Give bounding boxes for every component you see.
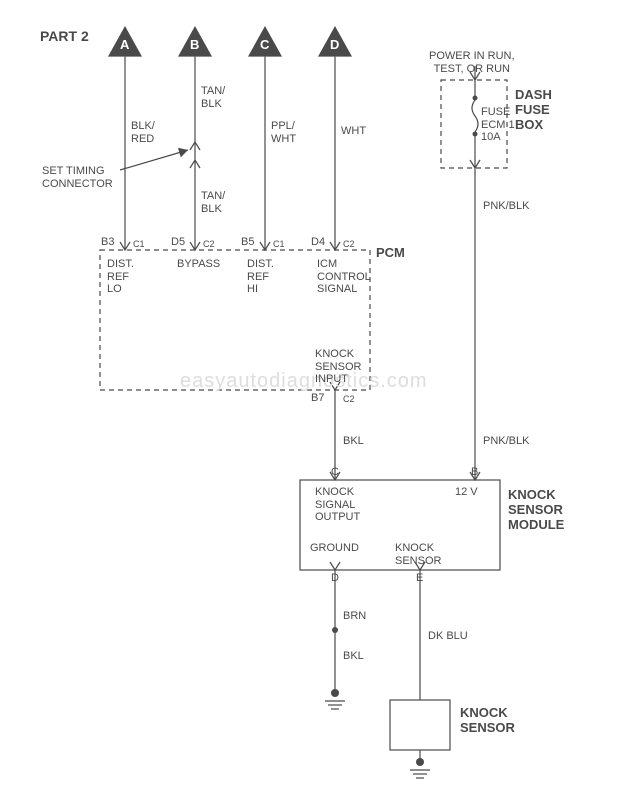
- pcm-pin-sub: C2: [343, 239, 355, 249]
- ksm-pin-name: 12 V: [455, 486, 478, 499]
- wire-label: BRN: [343, 610, 366, 623]
- pcm-pin-name: ICM CONTROL SIGNAL: [317, 258, 371, 296]
- fuse-box-name: DASH FUSE BOX: [515, 88, 552, 133]
- ksm-name: KNOCK SENSOR MODULE: [508, 488, 564, 533]
- pcm-name: PCM: [376, 246, 405, 261]
- pcm-pin-sub: C2: [343, 394, 355, 404]
- triangle-node-c: C: [260, 38, 269, 53]
- wire-label: BLK/ RED: [131, 120, 155, 145]
- pnk-top-label: PNK/BLK: [483, 200, 529, 213]
- pcm-pin-sub: C2: [203, 239, 215, 249]
- fuse-fuse-text: FUSE ECM 1 10A: [481, 106, 515, 144]
- pcm-pin-name: BYPASS: [177, 258, 220, 271]
- ksm-pin-id: D: [331, 572, 339, 585]
- set-timing-label: SET TIMING CONNECTOR: [42, 165, 113, 190]
- ksm-pin-id: E: [416, 572, 423, 585]
- wire-label: BKL: [343, 650, 364, 663]
- triangle-node-b: B: [190, 38, 199, 53]
- knock-sensor-name: KNOCK SENSOR: [460, 706, 515, 736]
- pnk-bot-label: PNK/BLK: [483, 435, 529, 448]
- pcm-pin-sub: C1: [273, 239, 285, 249]
- pcm-pin-id: D5: [171, 236, 185, 249]
- ksm-pin-id: B: [471, 466, 478, 479]
- fuse-top-text: POWER IN RUN, TEST, OR RUN: [429, 50, 515, 75]
- triangle-node-a: A: [120, 38, 129, 53]
- ksm-pin-name: KNOCK SIGNAL OUTPUT: [315, 486, 360, 524]
- pcm-pin-name: KNOCK SENSOR INPUT: [315, 348, 361, 386]
- ksm-pin-name: KNOCK SENSOR: [395, 542, 441, 567]
- pcm-pin-id: D4: [311, 236, 325, 249]
- wire-label: TAN/ BLK: [201, 190, 225, 215]
- pcm-pin-name: DIST. REF LO: [107, 258, 134, 296]
- ks-wire-label: DK BLU: [428, 630, 468, 643]
- pcm-pin-name: DIST. REF HI: [247, 258, 274, 296]
- pcm-pin-id: B7: [311, 392, 324, 405]
- wire-label: WHT: [341, 125, 366, 138]
- triangle-node-d: D: [330, 38, 339, 53]
- bkl-label: BKL: [343, 435, 364, 448]
- watermark: easyautodiagnostics.com: [180, 370, 428, 393]
- ksm-pin-name: GROUND: [310, 542, 359, 555]
- pcm-pin-id: B5: [241, 236, 254, 249]
- pcm-pin-id: B3: [101, 236, 114, 249]
- part-title: PART 2: [40, 28, 89, 44]
- wire-label: PPL/ WHT: [271, 120, 296, 145]
- pcm-pin-sub: C1: [133, 239, 145, 249]
- ksm-pin-id: C: [331, 466, 339, 479]
- wire-label: TAN/ BLK: [201, 85, 225, 110]
